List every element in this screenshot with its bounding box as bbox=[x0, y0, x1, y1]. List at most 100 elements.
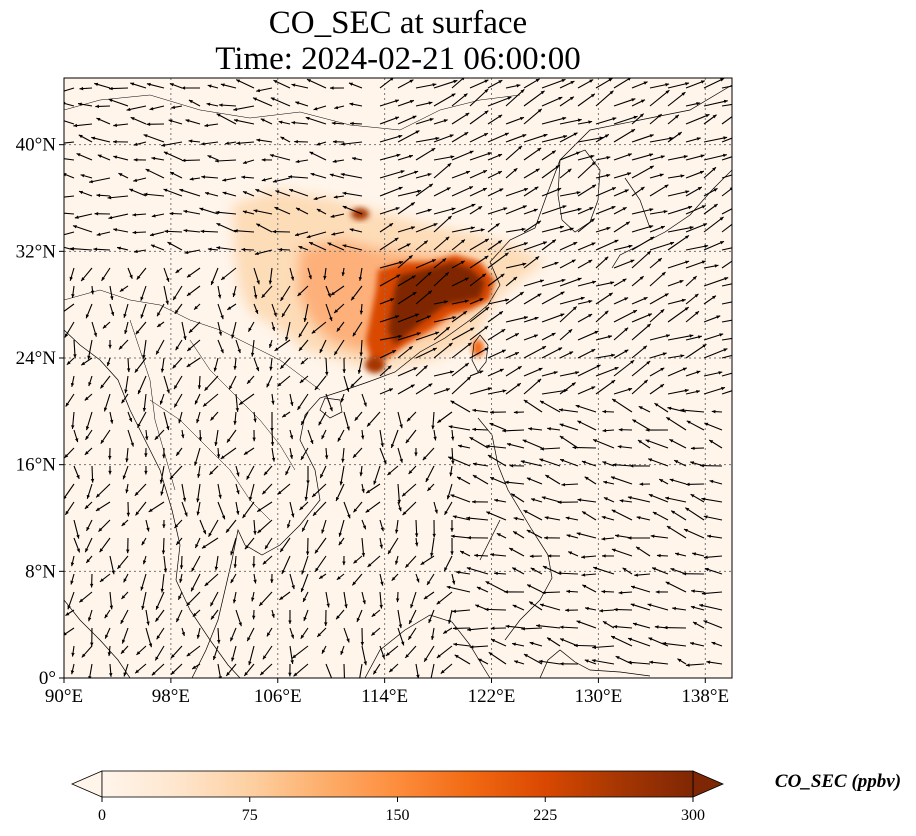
wind-arrow bbox=[703, 315, 721, 323]
colorbar-tick-label: 75 bbox=[242, 807, 258, 824]
wind-arrow bbox=[204, 191, 219, 197]
wind-arrow bbox=[467, 627, 489, 632]
wind-arrow bbox=[106, 357, 111, 367]
wind-arrow bbox=[631, 186, 645, 197]
wind-arrow bbox=[357, 357, 363, 374]
wind-arrow bbox=[557, 571, 579, 576]
wind-arrow bbox=[703, 99, 728, 107]
wind-arrow bbox=[342, 357, 346, 373]
wind-arrow bbox=[437, 411, 453, 424]
wind-arrow bbox=[262, 645, 273, 660]
wind-arrow bbox=[433, 326, 451, 341]
wind-arrow bbox=[469, 228, 485, 233]
wind-arrow bbox=[415, 118, 434, 125]
wind-arrow bbox=[721, 137, 732, 143]
wind-arrow bbox=[202, 393, 219, 407]
wind-arrow bbox=[559, 435, 579, 449]
wind-arrow bbox=[127, 429, 134, 447]
wind-arrow bbox=[192, 609, 201, 617]
wind-arrow bbox=[721, 85, 732, 89]
wind-arrow bbox=[185, 119, 201, 125]
wind-arrow bbox=[703, 620, 723, 629]
wind-arrow bbox=[649, 173, 664, 179]
wind-arrow bbox=[433, 258, 447, 269]
wind-arrow bbox=[505, 351, 520, 359]
wind-arrow bbox=[307, 267, 312, 280]
wind-arrow bbox=[436, 645, 453, 659]
wind-arrow bbox=[545, 474, 561, 485]
wind-arrow bbox=[277, 375, 291, 387]
wind-arrow bbox=[256, 223, 273, 233]
wind-arrow bbox=[179, 573, 183, 583]
wind-arrow bbox=[477, 658, 489, 665]
wind-arrow bbox=[649, 136, 674, 143]
wind-arrow bbox=[142, 393, 147, 412]
wind-arrow bbox=[505, 227, 526, 233]
wind-arrow bbox=[379, 388, 394, 395]
wind-arrow bbox=[125, 447, 129, 463]
wind-arrow bbox=[238, 393, 255, 406]
wind-arrow bbox=[140, 573, 147, 591]
wind-arrow bbox=[109, 411, 114, 424]
wind-arrow bbox=[356, 609, 363, 623]
wind-arrow bbox=[703, 295, 717, 305]
wind-arrow bbox=[559, 423, 579, 431]
wind-arrow bbox=[379, 260, 404, 269]
wind-arrow bbox=[613, 115, 638, 125]
wind-arrow bbox=[80, 267, 93, 282]
lat-tick-label: 32°N bbox=[16, 241, 57, 262]
wind-arrow bbox=[686, 420, 705, 431]
wind-arrow bbox=[577, 280, 597, 287]
wind-arrow bbox=[361, 519, 367, 530]
wind-arrow bbox=[721, 223, 732, 233]
wind-arrow bbox=[280, 136, 291, 143]
wind-arrow bbox=[109, 555, 115, 575]
wind-arrow bbox=[450, 534, 471, 539]
wind-arrow bbox=[188, 99, 201, 107]
wind-arrow bbox=[595, 281, 615, 287]
wind-arrow bbox=[402, 501, 417, 516]
wind-arrow bbox=[316, 627, 327, 638]
wind-arrow bbox=[337, 429, 345, 442]
wind-arrow bbox=[505, 624, 525, 629]
wind-arrow bbox=[271, 609, 275, 618]
wind-arrow bbox=[121, 393, 129, 404]
wind-arrow bbox=[703, 555, 723, 559]
wind-arrow bbox=[175, 447, 183, 457]
wind-arrow bbox=[246, 627, 255, 642]
wind-arrow bbox=[341, 447, 345, 463]
wind-arrow bbox=[703, 333, 724, 341]
wind-arrow bbox=[306, 231, 327, 239]
wind-arrow bbox=[505, 134, 527, 143]
wind-arrow bbox=[451, 260, 465, 269]
wind-arrow bbox=[186, 285, 201, 297]
wind-arrow bbox=[466, 567, 489, 575]
wind-arrow bbox=[169, 465, 183, 480]
wind-arrow bbox=[546, 637, 561, 647]
wind-arrow bbox=[487, 349, 507, 359]
wind-arrow bbox=[559, 277, 582, 287]
wind-arrow bbox=[444, 501, 453, 516]
wind-arrow bbox=[425, 465, 435, 483]
wind-arrow bbox=[261, 158, 273, 162]
wind-arrow bbox=[397, 115, 417, 125]
wind-arrow bbox=[172, 285, 183, 301]
wind-arrow bbox=[526, 477, 543, 485]
wind-arrow bbox=[703, 216, 724, 233]
wind-arrow bbox=[469, 238, 490, 251]
wind-arrow bbox=[436, 591, 453, 605]
wind-arrow bbox=[194, 447, 201, 466]
wind-arrow bbox=[109, 285, 114, 301]
colorbar-ticks: 0 75 150 225 300 bbox=[98, 797, 705, 824]
wind-arrow bbox=[595, 90, 614, 107]
wind-arrow bbox=[179, 555, 184, 570]
wind-arrow bbox=[649, 308, 665, 323]
wind-arrow bbox=[235, 501, 240, 515]
wind-arrow bbox=[78, 190, 93, 197]
wind-arrow bbox=[577, 120, 593, 125]
wind-arrow bbox=[426, 483, 435, 492]
wind-arrow bbox=[577, 348, 596, 359]
wind-arrow bbox=[487, 298, 510, 305]
wind-arrow bbox=[649, 257, 663, 269]
wind-arrow bbox=[142, 339, 147, 359]
